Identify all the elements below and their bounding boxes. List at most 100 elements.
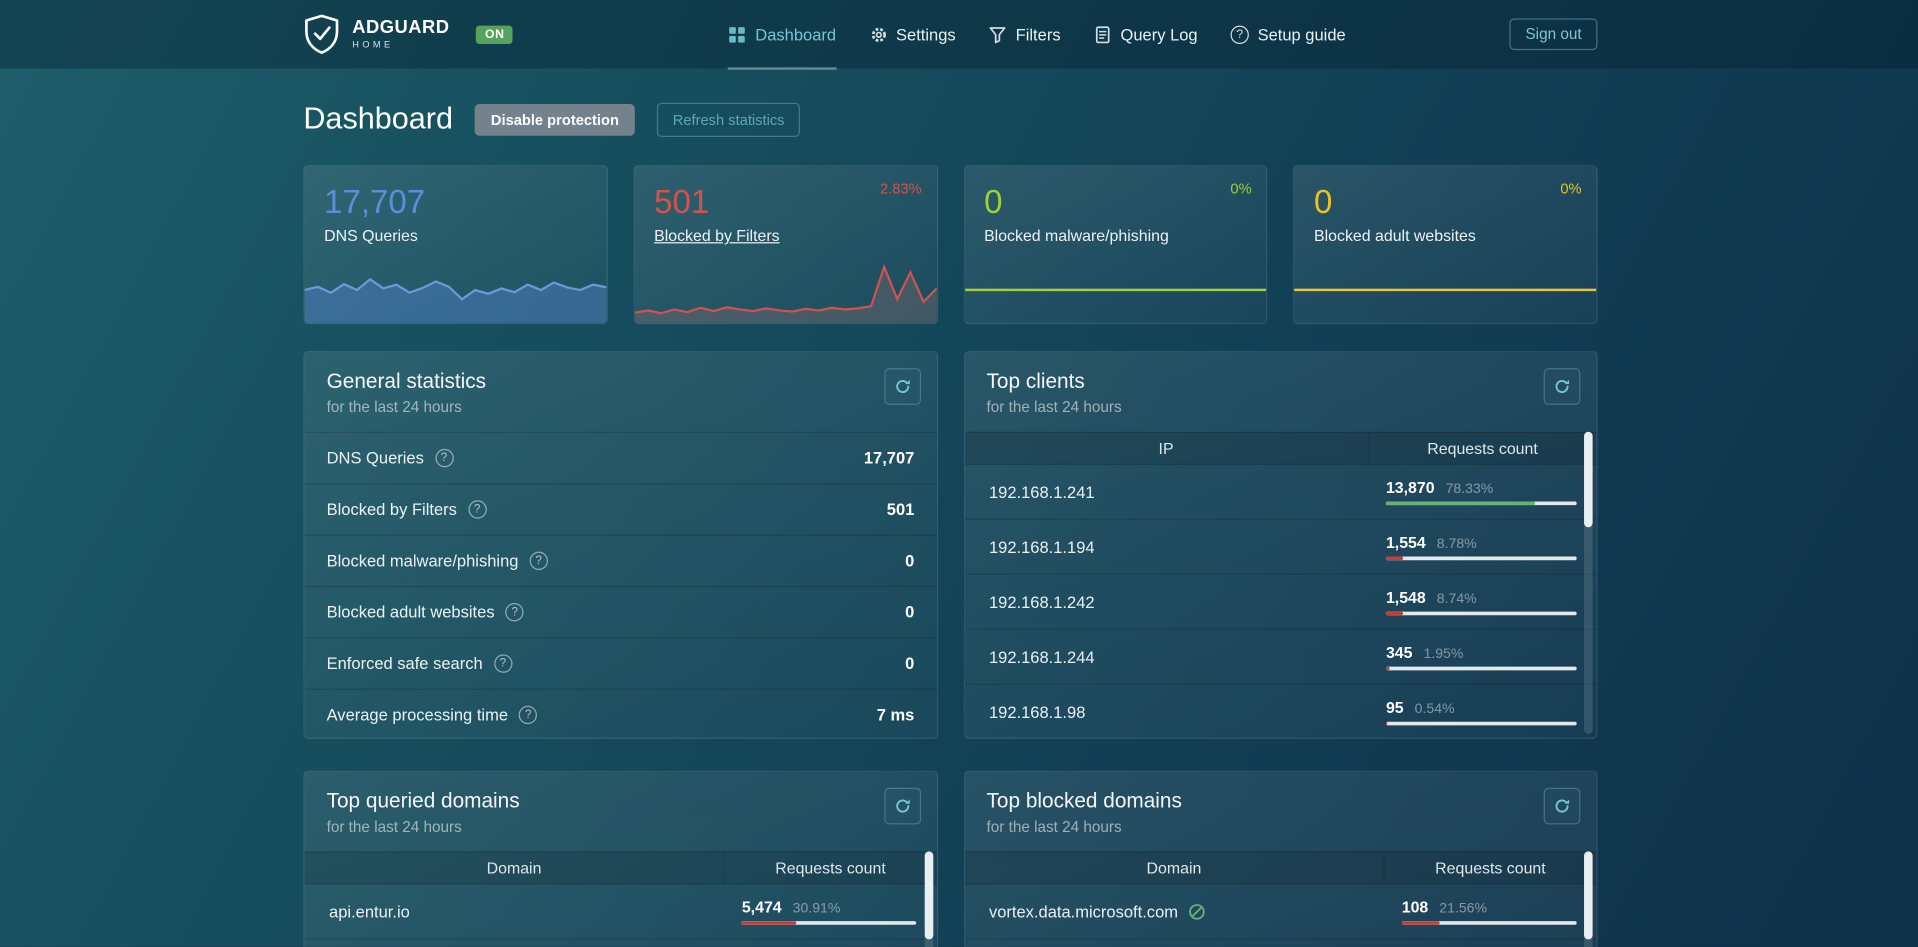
top-queried-domains-panel: Top queried domains for the last 24 hour… [303,770,938,947]
shield-check-icon [303,13,340,55]
request-percent: 78.33% [1445,481,1494,497]
brand-subname: HOME [352,39,394,51]
request-percent: 0.54% [1414,702,1455,717]
queried-domain[interactable]: api.entur.io [329,902,410,921]
refresh-icon [1553,378,1570,395]
panel-title: Top clients [986,369,1085,393]
client-ip[interactable]: 192.168.1.241 [988,482,1095,501]
blocked-malware-zero-line [964,288,1267,292]
client-ip[interactable]: 192.168.1.244 [988,647,1095,667]
adguard-logo: ADGUARD HOME ON [303,13,514,55]
stats-row-blocked-malware: Blocked malware/phishing 0 [304,534,937,586]
blocked-malware-label: Blocked malware/phishing [984,226,1169,245]
filter-funnel-icon [989,25,1007,43]
progress-bar [1385,666,1577,671]
client-ip[interactable]: 192.168.1.98 [988,702,1086,722]
blocked-malware-value: 0 [984,183,1003,221]
table-row: 192.168.1.241 13,870 78.33% [964,465,1597,520]
row-value: 501 [886,500,915,519]
refresh-top-queried-button[interactable] [883,787,921,825]
request-percent: 1.95% [1423,647,1464,662]
middle-panels-row: General statistics for the last 24 hours… [303,351,1598,739]
stat-card-dns-queries: 17,707 DNS Queries [303,165,608,325]
blocked-filters-link[interactable]: Blocked by Filters [654,226,780,245]
blocked-adult-label: Blocked adult websites [1314,226,1476,245]
help-icon[interactable] [434,448,454,468]
row-label: Average processing time [326,705,509,725]
nav-item-query-log[interactable]: Query Log [1094,0,1198,68]
blocked-domain-icon [1188,902,1206,920]
progress-bar-fill [741,921,796,925]
stats-row-blocked-adult: Blocked adult websites 0 [304,585,937,637]
blocked-domain: vortex.data.microsoft.com [988,902,1179,921]
table-row: 192.168.1.244 345 1.95% [964,630,1597,685]
nav-item-dashboard[interactable]: Dashboard [728,0,837,70]
row-value: 0 [905,551,915,571]
panel-subtitle: for the last 24 hours [986,398,1122,416]
scrollbar-track[interactable] [1584,851,1593,947]
blocked-malware-percent: 0% [1230,179,1252,197]
row-label: Blocked by Filters [326,500,457,519]
refresh-icon [894,798,911,815]
dashboard-icon [728,25,746,43]
page-header: Dashboard Disable protection Refresh sta… [303,102,1597,137]
progress-bar-fill [1385,501,1536,506]
dns-queries-label: DNS Queries [324,226,418,245]
progress-bar [1385,611,1577,616]
sign-out-button[interactable]: Sign out [1509,18,1598,51]
request-count: 108 [1401,897,1429,917]
client-ip[interactable]: 192.168.1.242 [988,592,1095,611]
scrollbar-thumb[interactable] [924,851,933,940]
help-icon[interactable] [519,705,538,725]
nav-item-settings[interactable]: Settings [869,0,956,68]
scrollbar-track[interactable] [924,851,933,947]
panel-title: General statistics [326,369,487,393]
stat-card-blocked-malware: 0 Blocked malware/phishing 0% [963,165,1268,325]
dns-queries-value: 17,707 [324,183,426,221]
refresh-statistics-button[interactable]: Refresh statistics [656,102,801,137]
stats-row-safe-search: Enforced safe search 0 [304,637,937,688]
refresh-top-blocked-button[interactable] [1543,787,1581,825]
refresh-general-statistics-button[interactable] [883,368,921,405]
disable-protection-button[interactable]: Disable protection [474,103,635,136]
request-percent: 8.74% [1436,592,1477,607]
help-icon[interactable] [467,500,487,519]
top-clients-panel: Top clients for the last 24 hours IP Req… [963,351,1598,739]
client-ip[interactable]: 192.168.1.194 [988,537,1095,556]
column-header-requests: Requests count [1435,858,1546,878]
column-header-domain: Domain [305,852,725,884]
nav-item-setup-guide[interactable]: Setup guide [1230,0,1346,68]
progress-bar-fill [1385,556,1403,561]
nav-label: Filters [1015,25,1061,44]
nav-item-filters[interactable]: Filters [989,0,1061,68]
panel-subtitle: for the last 24 hours [326,818,462,836]
nav-label: Settings [896,25,956,44]
general-statistics-panel: General statistics for the last 24 hours… [303,351,938,739]
scrollbar-track[interactable] [1584,431,1593,734]
progress-bar [1385,721,1577,726]
refresh-top-clients-button[interactable] [1543,368,1581,405]
stats-row-blocked-filters: Blocked by Filters 501 [304,483,937,534]
column-header-ip: IP [964,433,1369,464]
help-circle-icon [1230,25,1250,44]
scrollbar-thumb[interactable] [1584,431,1593,528]
help-icon[interactable] [505,603,524,622]
stats-row-processing-time: Average processing time 7 ms [304,688,937,738]
nav-label: Dashboard [755,25,837,44]
table-header: Domain Requests count [304,851,937,885]
panel-subtitle: for the last 24 hours [986,818,1122,836]
request-count: 13,870 [1385,478,1435,497]
row-label: DNS Queries [326,448,424,468]
scrollbar-thumb[interactable] [1584,851,1593,940]
blocked-filters-value: 501 [654,183,710,221]
dns-queries-sparkline [304,277,607,323]
request-count: 1,554 [1385,533,1426,552]
row-label: Enforced safe search [326,654,483,673]
row-value: 17,707 [863,448,915,468]
document-icon [1094,25,1112,43]
help-icon[interactable] [493,654,513,673]
request-percent: 8.78% [1436,536,1477,552]
help-icon[interactable] [529,551,548,571]
progress-bar-fill [1401,921,1440,925]
